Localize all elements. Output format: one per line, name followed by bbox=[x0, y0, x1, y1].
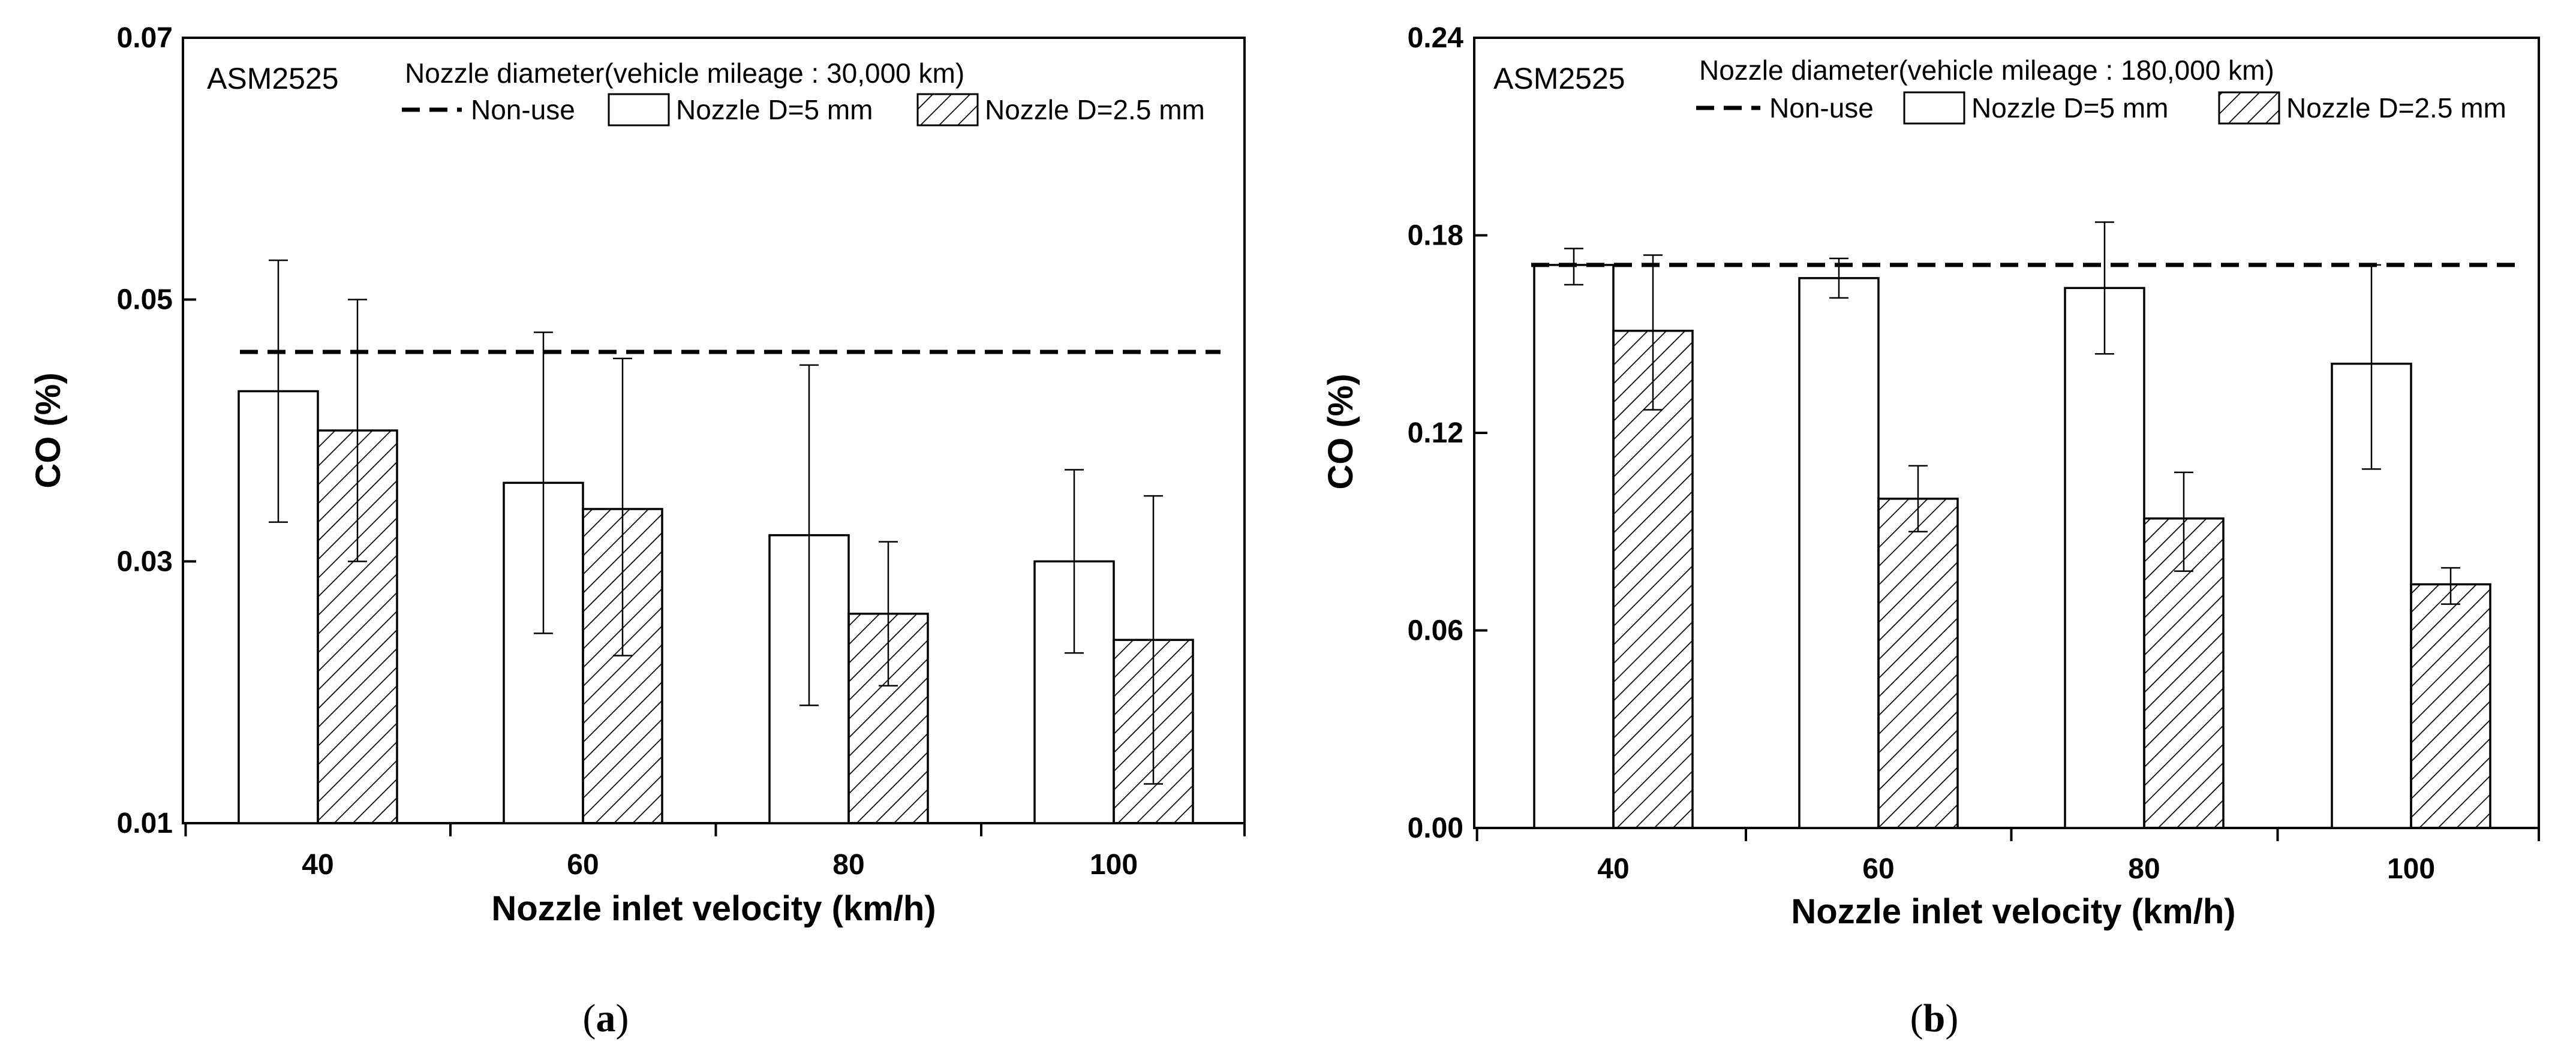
error-bars bbox=[269, 259, 1163, 785]
error-bar bbox=[613, 357, 632, 657]
error-bar bbox=[879, 541, 898, 686]
error-bars bbox=[1564, 221, 2460, 605]
x-axis-ticks: 40 60 80 100 bbox=[184, 823, 1246, 881]
box-label: ASM2525 bbox=[207, 62, 339, 95]
legend-hatched-swatch bbox=[2218, 91, 2280, 125]
y-axis-ticks: 0.00 0.06 0.12 0.18 0.24 bbox=[1408, 22, 1487, 844]
bars bbox=[238, 390, 1194, 824]
legend-nozzle-2-5mm: Nozzle D=2.5 mm bbox=[2218, 91, 2506, 125]
error-bar bbox=[799, 364, 819, 706]
legend-nozzle-5mm: Nozzle D=5 mm bbox=[608, 93, 873, 127]
bar-nozzle-5mm-40 bbox=[1533, 264, 1615, 829]
x-tick-label: 60 bbox=[1862, 853, 1894, 885]
legend-nozzle-2-5mm: Nozzle D=2.5 mm bbox=[916, 93, 1205, 127]
error-bar bbox=[1144, 495, 1163, 785]
x-axis-title: Nozzle inlet velocity (km/h) bbox=[491, 889, 936, 928]
chart-panel-b: 0.00 0.06 0.12 0.18 0.24 40 60 80 100 ASM2525 N… bbox=[1321, 22, 2540, 1040]
x-axis-ticks: 40 60 80 100 bbox=[1475, 828, 2540, 885]
y-axis-ticks: 0.01 0.03 0.05 0.07 bbox=[117, 22, 196, 839]
plot-frame bbox=[182, 37, 1246, 824]
y-tick-label: 0.18 bbox=[1408, 220, 1463, 252]
error-bar bbox=[2174, 471, 2193, 572]
y-axis-title: CO (%) bbox=[29, 372, 68, 488]
y-axis-title: CO (%) bbox=[1321, 374, 1360, 489]
x-tick-label: 100 bbox=[2387, 853, 2435, 885]
y-tick-label: 0.06 bbox=[1408, 615, 1463, 647]
y-tick-label: 0.07 bbox=[117, 22, 173, 54]
legend-non-use: Non-use bbox=[1696, 92, 1874, 124]
bar-nozzle-5mm-60 bbox=[1798, 277, 1880, 829]
y-tick-label: 0.05 bbox=[117, 284, 173, 316]
legend-nozzle-5mm: Nozzle D=5 mm bbox=[1903, 91, 2168, 125]
y-tick-label: 0.24 bbox=[1408, 22, 1464, 54]
error-bar bbox=[1065, 469, 1084, 654]
legend-non-use-label: Non-use bbox=[471, 94, 575, 125]
x-tick-label: 60 bbox=[567, 849, 599, 881]
box-label: ASM2525 bbox=[1493, 62, 1625, 95]
legend-nozzle-5mm-label: Nozzle D=5 mm bbox=[1971, 92, 2168, 124]
error-bar bbox=[534, 332, 553, 634]
error-bar bbox=[269, 259, 288, 523]
error-bar bbox=[2441, 567, 2460, 605]
legend-title: Nozzle diameter(vehicle mileage : 180,00… bbox=[1699, 55, 2274, 86]
x-tick-label: 80 bbox=[832, 849, 864, 881]
legend-title: Nozzle diameter(vehicle mileage : 30,000… bbox=[405, 58, 964, 89]
x-tick-label: 80 bbox=[2128, 853, 2160, 885]
legend-non-use: Non-use bbox=[402, 94, 575, 125]
y-tick-label: 0.00 bbox=[1408, 812, 1463, 844]
legend-nozzle-5mm-label: Nozzle D=5 mm bbox=[676, 94, 873, 125]
legend-non-use-label: Non-use bbox=[1769, 92, 1874, 124]
legend-nozzle-2-5mm-label: Nozzle D=2.5 mm bbox=[985, 94, 1205, 125]
y-tick-label: 0.03 bbox=[117, 546, 173, 577]
legend-open-swatch bbox=[1903, 91, 1965, 125]
legend-hatched-swatch bbox=[916, 93, 979, 127]
legend-nozzle-2-5mm-label: Nozzle D=2.5 mm bbox=[2286, 92, 2506, 124]
error-bar bbox=[348, 299, 367, 562]
x-tick-label: 40 bbox=[302, 849, 333, 881]
chart-panel-a: 0.01 0.03 0.05 0.07 40 60 80 100 ASM2525 Nozzl… bbox=[29, 22, 1246, 1040]
error-bar bbox=[1908, 465, 1928, 532]
panel-label: (b) bbox=[1910, 996, 1959, 1040]
x-tick-label: 40 bbox=[1597, 853, 1629, 885]
bars bbox=[1533, 264, 2491, 829]
x-tick-label: 100 bbox=[1090, 849, 1138, 881]
y-tick-label: 0.12 bbox=[1408, 417, 1463, 449]
bar-nozzle-5mm-80 bbox=[2064, 287, 2145, 829]
bar-nozzle-2-5mm-100 bbox=[2410, 583, 2491, 829]
bar-nozzle-2-5mm-60 bbox=[1877, 498, 1959, 829]
x-axis-title: Nozzle inlet velocity (km/h) bbox=[1791, 892, 2235, 931]
error-bar bbox=[1643, 254, 1663, 411]
error-bar bbox=[2095, 221, 2114, 355]
y-tick-label: 0.01 bbox=[117, 808, 173, 839]
legend-open-swatch bbox=[608, 93, 670, 127]
panel-label: (a) bbox=[583, 996, 629, 1040]
